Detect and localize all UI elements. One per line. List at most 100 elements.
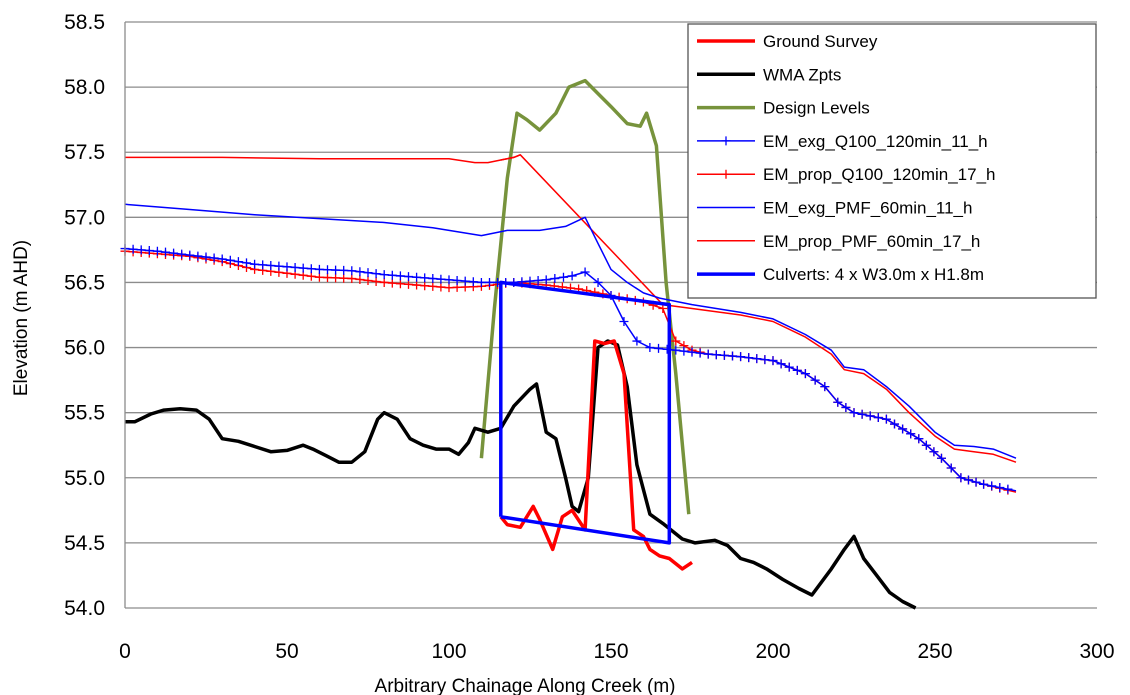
- x-tick-label: 150: [593, 640, 628, 663]
- data-marker: [225, 255, 235, 265]
- data-marker: [258, 260, 268, 270]
- y-tick-label: 56.5: [64, 271, 105, 294]
- data-marker: [890, 419, 899, 429]
- data-marker: [567, 271, 577, 281]
- data-marker: [841, 402, 851, 412]
- legend-box: [687, 23, 1097, 299]
- data-marker: [914, 434, 924, 444]
- y-tick-label: 57.5: [64, 141, 105, 164]
- data-marker: [906, 429, 916, 439]
- x-tick-label: 300: [1079, 640, 1114, 663]
- data-marker: [760, 355, 770, 365]
- series-6: [125, 154, 1017, 463]
- data-marker: [412, 272, 422, 282]
- data-marker: [671, 336, 681, 346]
- data-marker: [323, 273, 332, 283]
- data-marker: [873, 413, 883, 423]
- data-marker: [452, 275, 462, 285]
- data-marker: [436, 282, 446, 292]
- x-tick-label: 250: [917, 640, 952, 663]
- data-marker: [946, 463, 956, 473]
- data-marker: [314, 272, 324, 282]
- data-marker: [298, 263, 308, 273]
- series-0: [499, 154, 693, 571]
- data-marker: [161, 247, 170, 257]
- data-marker: [404, 279, 413, 289]
- data-marker: [128, 244, 138, 254]
- data-marker: [550, 274, 560, 284]
- data-marker: [371, 276, 381, 286]
- data-marker: [420, 273, 430, 283]
- y-tick-label: 58.0: [64, 76, 105, 99]
- data-marker: [363, 268, 373, 278]
- data-marker: [282, 262, 292, 272]
- data-marker: [387, 278, 397, 288]
- data-marker: [703, 349, 713, 359]
- x-tick-label: 200: [755, 640, 790, 663]
- data-marker: [274, 261, 284, 271]
- data-marker: [857, 409, 867, 419]
- data-marker: [306, 264, 316, 274]
- data-marker: [995, 483, 1005, 493]
- data-marker: [679, 346, 689, 356]
- data-marker: [379, 277, 389, 287]
- data-marker: [217, 254, 227, 264]
- data-marker: [250, 259, 260, 269]
- data-marker: [468, 277, 478, 287]
- data-marker: [193, 251, 203, 261]
- y-tick-label: 54.5: [64, 532, 105, 555]
- data-marker: [619, 317, 629, 327]
- data-marker: [792, 365, 802, 375]
- series-line: [125, 154, 1017, 463]
- data-marker: [752, 354, 762, 364]
- data-marker: [233, 257, 243, 267]
- y-tick-label: 56.0: [64, 337, 105, 360]
- data-marker: [395, 271, 405, 281]
- data-marker: [485, 277, 494, 287]
- data-marker: [784, 362, 794, 372]
- plot-area: [120, 78, 1017, 610]
- data-marker: [719, 350, 729, 360]
- data-marker: [314, 264, 324, 274]
- data-marker: [541, 275, 551, 285]
- data-marker: [339, 273, 349, 283]
- series-2: [479, 78, 691, 515]
- data-marker: [849, 408, 859, 418]
- data-marker: [266, 261, 276, 271]
- legend-label: WMA Zpts: [763, 65, 841, 84]
- data-marker: [152, 246, 162, 256]
- data-marker: [395, 279, 405, 289]
- data-marker: [671, 345, 681, 355]
- data-marker: [444, 275, 454, 285]
- data-marker: [800, 369, 810, 379]
- data-marker: [558, 272, 568, 282]
- y-tick-label: 54.0: [64, 597, 105, 620]
- x-axis-title: Arbitrary Chainage Along Creek (m): [375, 676, 676, 695]
- data-marker: [209, 253, 219, 263]
- data-marker: [728, 351, 737, 361]
- data-marker: [331, 265, 341, 275]
- data-marker: [379, 270, 389, 280]
- data-marker: [881, 414, 891, 424]
- legend-label: EM_exg_PMF_60min_11_h: [763, 199, 972, 218]
- data-marker: [593, 277, 603, 287]
- data-marker: [744, 353, 754, 363]
- legend: Ground Survey WMA Zpts Design Levels EM_exg…: [687, 23, 1097, 299]
- series-line: [499, 280, 672, 545]
- data-marker: [687, 347, 697, 357]
- legend-marker: [721, 169, 731, 179]
- data-marker: [347, 274, 357, 284]
- x-tick-label: 50: [275, 640, 298, 663]
- x-tick-label: 100: [431, 640, 466, 663]
- data-marker: [185, 250, 195, 260]
- data-marker: [420, 281, 430, 291]
- data-marker: [833, 397, 843, 407]
- data-marker: [436, 274, 446, 284]
- y-tick-label: 55.5: [64, 402, 105, 425]
- series-5: [124, 203, 1017, 459]
- data-marker: [1003, 484, 1013, 494]
- data-marker: [144, 246, 154, 256]
- data-marker: [242, 258, 251, 268]
- data-marker: [371, 269, 381, 279]
